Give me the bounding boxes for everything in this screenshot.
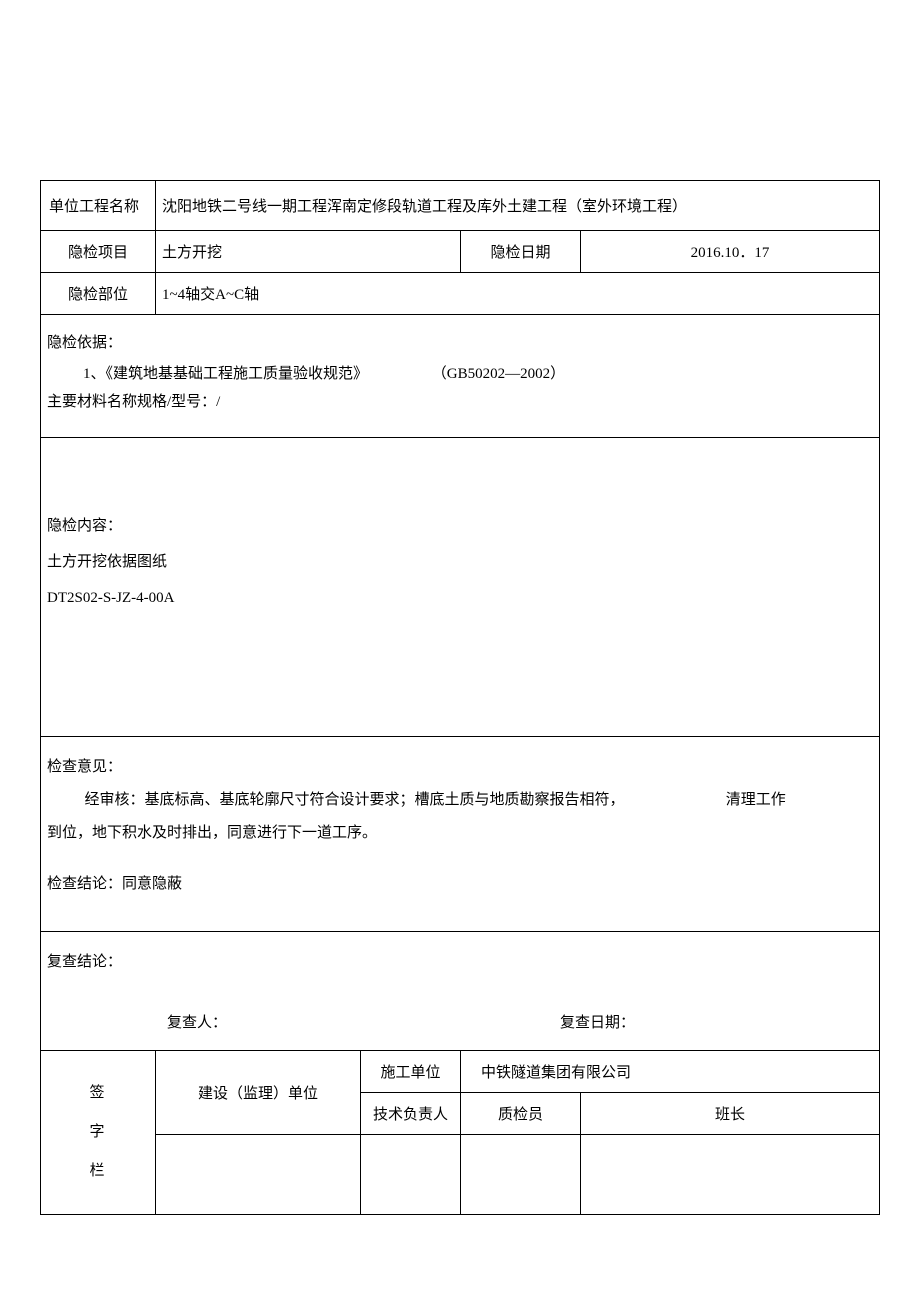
tech-leader-sign-space — [361, 1134, 461, 1214]
review-bottom: 复查人： 复查日期： — [47, 1007, 873, 1040]
part-value: 1~4轴交A~C轴 — [156, 273, 880, 315]
supervise-label: 建设（监理）单位 — [156, 1050, 361, 1134]
sign-column-label: 签 字 栏 — [41, 1050, 156, 1214]
basis-title: 隐检依据： — [47, 329, 873, 358]
foreman-sign-space — [581, 1134, 880, 1214]
construct-name: 中铁隧道集团有限公司 — [461, 1050, 880, 1092]
basis-gb: （GB50202—2002） — [432, 360, 565, 389]
opinion-conclusion: 检查结论：同意隐蔽 — [47, 868, 873, 901]
opinion-body-line1: 经审核：基底标高、基底轮廓尺寸符合设计要求；槽底土质与地质勘察报告相符， 清理工… — [47, 784, 873, 817]
sign-char-1: 签 — [49, 1074, 147, 1113]
content-line2: DT2S02-S-JZ-4-00A — [47, 580, 873, 616]
content-title: 隐检内容： — [47, 508, 873, 544]
qc-sign-space — [461, 1134, 581, 1214]
sign-char-3: 栏 — [49, 1152, 147, 1191]
inspection-form-table: 单位工程名称 沈阳地铁二号线一期工程浑南定修段轨道工程及库外土建工程（室外环境工… — [40, 180, 880, 1215]
opinion-cell: 检查意见： 经审核：基底标高、基底轮廓尺寸符合设计要求；槽底土质与地质勘察报告相… — [41, 736, 880, 931]
opinion-body-line2: 到位，地下积水及时排出，同意进行下一道工序。 — [47, 817, 873, 850]
part-label: 隐检部位 — [41, 273, 156, 315]
basis-material: 主要材料名称规格/型号：/ — [47, 388, 873, 417]
date-label: 隐检日期 — [461, 231, 581, 273]
foreman-label: 班长 — [581, 1092, 880, 1134]
project-name-label: 单位工程名称 — [41, 181, 156, 231]
row-part: 隐检部位 1~4轴交A~C轴 — [41, 273, 880, 315]
basis-text: 1、《建筑地基基础工程施工质量验收规范》 — [83, 366, 368, 382]
document-container: 单位工程名称 沈阳地铁二号线一期工程浑南定修段轨道工程及库外土建工程（室外环境工… — [40, 180, 880, 1215]
review-date-label: 复查日期： — [560, 1007, 635, 1040]
row-item-date: 隐检项目 土方开挖 隐检日期 2016.10．17 — [41, 231, 880, 273]
row-content: 隐检内容： 土方开挖依据图纸 DT2S02-S-JZ-4-00A — [41, 437, 880, 736]
row-project-name: 单位工程名称 沈阳地铁二号线一期工程浑南定修段轨道工程及库外土建工程（室外环境工… — [41, 181, 880, 231]
project-name-value: 沈阳地铁二号线一期工程浑南定修段轨道工程及库外土建工程（室外环境工程） — [156, 181, 880, 231]
opinion-body-b: 清理工作 — [688, 784, 786, 817]
content-line1: 土方开挖依据图纸 — [47, 544, 873, 580]
supervise-sign-space — [156, 1134, 361, 1214]
row-sign-space — [41, 1134, 880, 1214]
item-label: 隐检项目 — [41, 231, 156, 273]
content-cell: 隐检内容： 土方开挖依据图纸 DT2S02-S-JZ-4-00A — [41, 437, 880, 736]
sign-char-2: 字 — [49, 1113, 147, 1152]
review-cell: 复查结论： 复查人： 复查日期： — [41, 931, 880, 1050]
review-person-label: 复查人： — [167, 1007, 227, 1040]
basis-cell: 隐检依据： 1、《建筑地基基础工程施工质量验收规范》 （GB50202—2002… — [41, 315, 880, 438]
item-value: 土方开挖 — [156, 231, 461, 273]
basis-line: 1、《建筑地基基础工程施工质量验收规范》 （GB50202—2002） — [47, 360, 873, 389]
row-review: 复查结论： 复查人： 复查日期： — [41, 931, 880, 1050]
review-title: 复查结论： — [47, 946, 873, 979]
opinion-title: 检查意见： — [47, 751, 873, 784]
opinion-body-a: 经审核：基底标高、基底轮廓尺寸符合设计要求；槽底土质与地质勘察报告相符， — [85, 792, 625, 808]
qc-label: 质检员 — [461, 1092, 581, 1134]
row-sign-header1: 签 字 栏 建设（监理）单位 施工单位 中铁隧道集团有限公司 — [41, 1050, 880, 1092]
date-value: 2016.10．17 — [581, 231, 880, 273]
construct-label: 施工单位 — [361, 1050, 461, 1092]
row-basis: 隐检依据： 1、《建筑地基基础工程施工质量验收规范》 （GB50202—2002… — [41, 315, 880, 438]
tech-leader-label: 技术负责人 — [361, 1092, 461, 1134]
row-opinion: 检查意见： 经审核：基底标高、基底轮廓尺寸符合设计要求；槽底土质与地质勘察报告相… — [41, 736, 880, 931]
